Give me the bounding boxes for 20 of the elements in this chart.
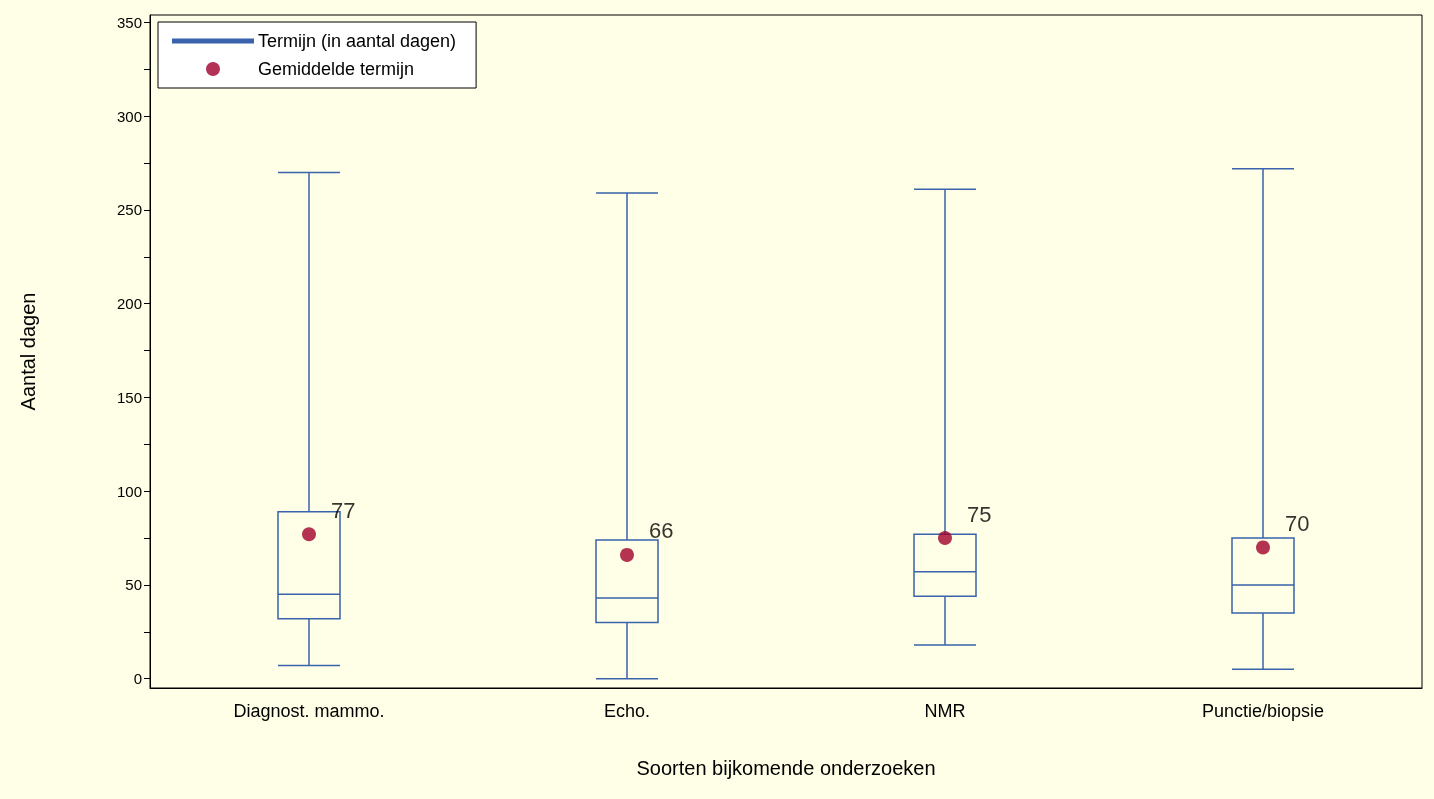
y-tick-label: 250 <box>116 201 142 219</box>
data-label: 77 <box>331 497 356 523</box>
legend-label: Termijn (in aantal dagen) <box>258 31 457 51</box>
y-tick-label: 200 <box>116 295 142 313</box>
x-tick-label: NMR <box>924 701 966 721</box>
x-tick-label: Echo. <box>603 701 651 721</box>
y-tick-label: 0 <box>133 670 142 688</box>
x-axis-title: Soorten bijkomende onderzoeken <box>636 757 936 779</box>
data-label: 75 <box>967 501 992 527</box>
y-tick-label: 150 <box>116 388 142 406</box>
y-tick-label: 100 <box>116 482 142 500</box>
y-tick-label: 350 <box>116 14 142 31</box>
data-label: 66 <box>649 518 674 544</box>
y-axis-title: Aantal dagen <box>17 292 39 411</box>
x-tick-label: Punctie/biopsie <box>1201 701 1325 721</box>
x-tick-label: Diagnost. mammo. <box>233 701 385 721</box>
legend-label: Gemiddelde termijn <box>258 59 415 79</box>
y-tick-label: 50 <box>125 576 142 594</box>
y-tick-label: 300 <box>116 107 142 125</box>
data-label: 70 <box>1285 510 1310 536</box>
